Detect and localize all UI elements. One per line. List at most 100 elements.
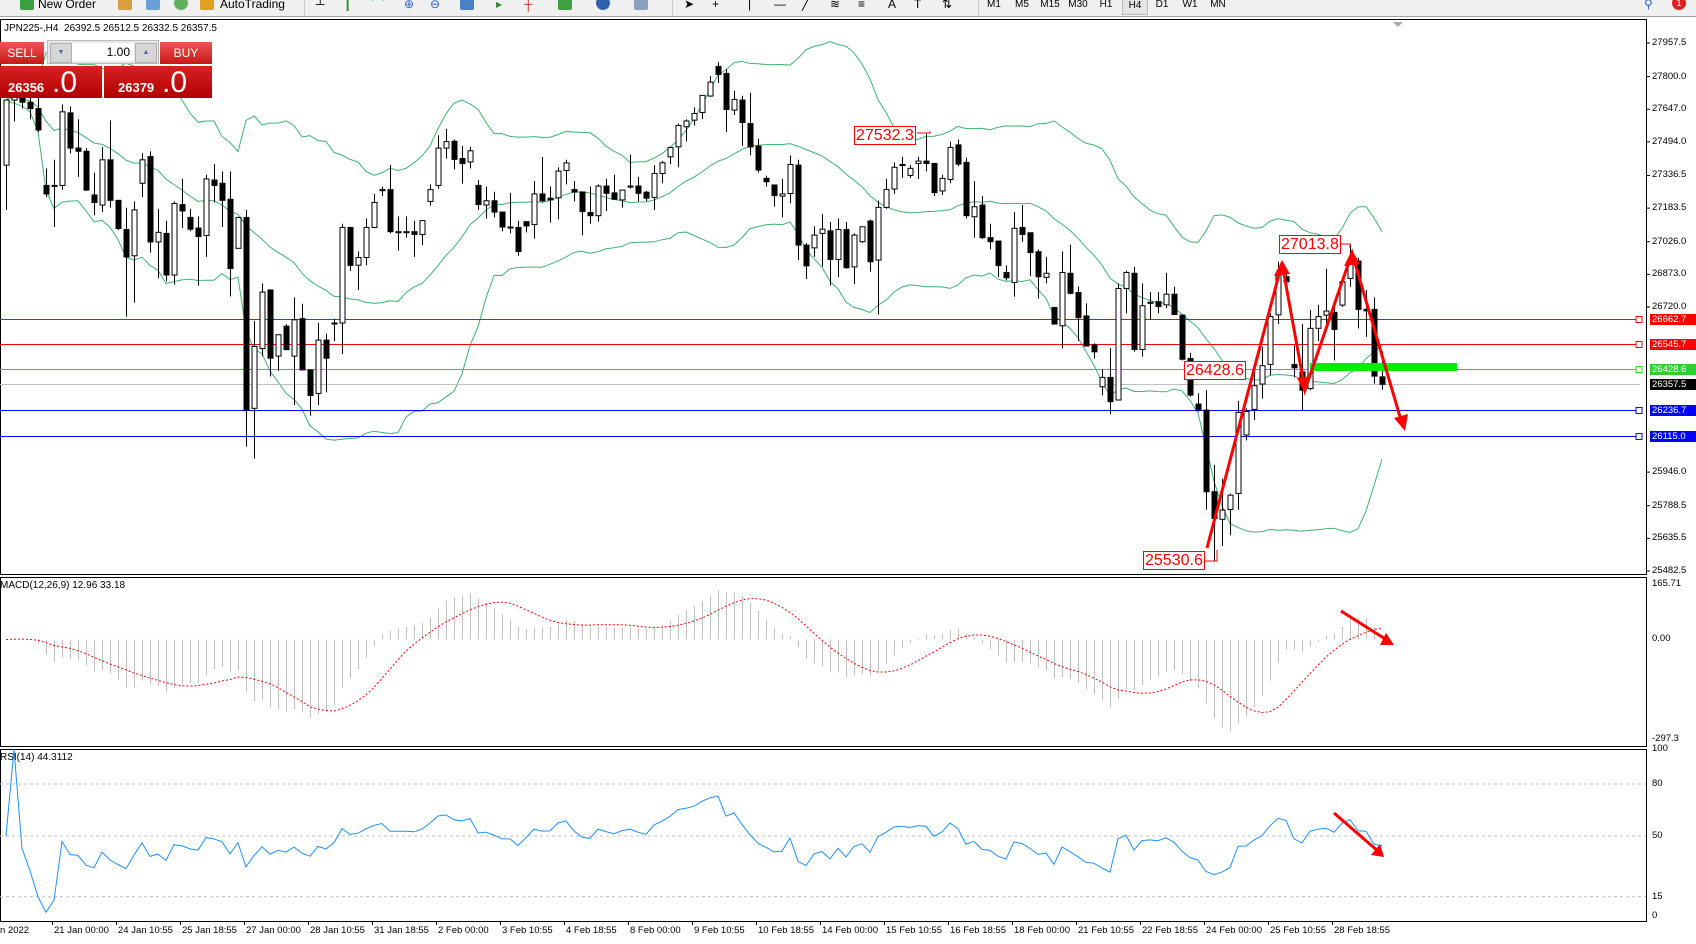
zoom-in-icon[interactable]: ⊕ — [404, 0, 415, 11]
candle — [867, 219, 874, 272]
candle-body — [667, 146, 674, 158]
chart-shift-icon[interactable]: ┼ — [524, 0, 533, 11]
candle-body — [99, 159, 106, 206]
timeframe-h4[interactable]: H4 — [1122, 0, 1148, 15]
candlestick-icon[interactable]: ┃ — [344, 0, 352, 11]
metaeditor-icon[interactable] — [118, 0, 132, 10]
sell-price-button[interactable]: 26356 .0 — [0, 66, 102, 98]
timeframe-w1[interactable]: W1 — [1182, 0, 1198, 10]
timeframe-m5[interactable]: M5 — [1015, 0, 1029, 10]
lot-size-input[interactable]: 1.00 — [72, 43, 134, 61]
timeframe-m30[interactable]: M30 — [1068, 0, 1088, 10]
autotrading-button[interactable]: AutoTrading — [220, 0, 285, 11]
candle — [339, 223, 346, 354]
timeframe-mn[interactable]: MN — [1210, 0, 1226, 10]
search-icon[interactable]: ⚲ — [1644, 0, 1653, 11]
buy-price-fraction: .0 — [162, 66, 188, 99]
bar-chart-icon[interactable]: ┴ — [316, 0, 325, 11]
sell-button[interactable]: SELL — [0, 42, 44, 64]
crosshair-icon[interactable]: + — [712, 0, 720, 11]
text-label-icon[interactable]: A — [888, 0, 897, 11]
text-icon[interactable]: ≡ — [858, 0, 866, 11]
candle-body — [1147, 301, 1154, 304]
candle — [371, 193, 378, 229]
candle-body — [1323, 310, 1330, 316]
cursor-icon[interactable]: ➤ — [684, 0, 695, 11]
candle — [835, 218, 842, 278]
candle-body — [1027, 232, 1034, 254]
candle — [499, 211, 506, 232]
signals-icon[interactable] — [174, 0, 188, 10]
candle-body — [563, 162, 570, 171]
arrows-icon[interactable]: T — [914, 0, 922, 11]
price-level-tag[interactable]: 26545.7 — [1650, 338, 1696, 350]
candle-body — [515, 226, 522, 253]
candle — [523, 221, 530, 233]
candle — [667, 146, 674, 165]
templates-icon[interactable] — [634, 0, 648, 10]
price-annotation-peak[interactable]: 27013.8 — [1279, 235, 1341, 254]
price-annotation-high[interactable]: 27532.3 — [854, 126, 916, 145]
arrowhead-icon — [1344, 250, 1360, 266]
timeframe-m15[interactable]: M15 — [1040, 0, 1060, 10]
candle-body — [507, 226, 514, 229]
buy-price-button[interactable]: 26379 .0 — [104, 66, 212, 98]
vertical-line-icon[interactable]: | — [748, 0, 752, 11]
candle-body — [1059, 271, 1066, 327]
horizontal-line-icon[interactable]: — — [774, 0, 786, 11]
candle-body — [587, 211, 594, 217]
tile-windows-icon[interactable] — [460, 0, 474, 10]
candle-body — [811, 234, 818, 249]
new-order-icon[interactable] — [20, 0, 34, 10]
notification-icon[interactable]: 1 — [1672, 0, 1686, 10]
trendline-icon[interactable]: ╱ — [802, 0, 810, 11]
price-level-tag[interactable]: 26236.7 — [1650, 404, 1696, 416]
indicators-icon[interactable] — [558, 0, 572, 10]
sell-price-fraction: .0 — [52, 66, 78, 99]
candle-body — [851, 234, 858, 268]
timeframe-m1[interactable]: M1 — [987, 0, 1001, 10]
price-annotation-neckline[interactable]: 26428.6 — [1184, 361, 1246, 380]
macd-axis-label: 0.00 — [1652, 633, 1671, 645]
price-axis-label: 26873.0 — [1652, 268, 1687, 280]
price-annotation-low[interactable]: 25530.6 — [1143, 551, 1205, 570]
main-chart-frame — [0, 19, 1647, 575]
candle-body — [331, 322, 338, 325]
candle-body — [1379, 376, 1386, 385]
lot-increase-button[interactable]: ▲ — [135, 43, 157, 63]
date-axis-label: 24 Jan 10:55 — [118, 925, 173, 936]
date-axis-label: 2 Feb 00:00 — [438, 925, 489, 936]
autotrading-icon[interactable] — [200, 0, 214, 10]
date-axis-label: 27 Jan 00:00 — [246, 925, 301, 936]
buy-button[interactable]: BUY — [160, 42, 212, 64]
market-watch-icon[interactable] — [146, 0, 160, 10]
lot-decrease-button[interactable]: ▼ — [50, 43, 72, 63]
periods-icon[interactable] — [596, 0, 610, 10]
candle — [203, 174, 210, 257]
timeframe-h1[interactable]: H1 — [1099, 0, 1113, 10]
price-level-tag[interactable]: 26428.6 — [1650, 363, 1696, 375]
candle-body — [1099, 376, 1106, 388]
candle — [1067, 244, 1074, 295]
line-chart-icon[interactable]: ⌒ — [372, 0, 385, 11]
candle-body — [1267, 316, 1274, 365]
candle — [1011, 212, 1018, 297]
candle-body — [123, 229, 130, 258]
rsi-axis-label: 50 — [1652, 830, 1663, 841]
autoscroll-icon[interactable]: ▸ — [496, 0, 503, 11]
new-order-button[interactable]: New Order — [38, 0, 97, 11]
price-axis-label: 27336.5 — [1652, 169, 1687, 181]
candle-body — [227, 198, 234, 270]
lot-size-stepper[interactable]: ▼ 1.00 ▲ — [47, 40, 159, 64]
zoom-out-icon[interactable]: ⊖ — [430, 0, 441, 11]
price-level-tag[interactable]: 26115.0 — [1650, 430, 1696, 442]
candle-body — [43, 184, 50, 195]
timeframe-d1[interactable]: D1 — [1155, 0, 1169, 10]
candle-body — [763, 177, 770, 183]
arrows-dropdown-icon[interactable]: ⇅ — [942, 0, 953, 11]
price-level-tag[interactable]: 26662.7 — [1650, 313, 1696, 325]
fibonacci-icon[interactable]: ≋ — [830, 0, 841, 11]
price-level-tag[interactable]: 26357.5 — [1650, 378, 1696, 390]
candle-body — [955, 144, 962, 165]
